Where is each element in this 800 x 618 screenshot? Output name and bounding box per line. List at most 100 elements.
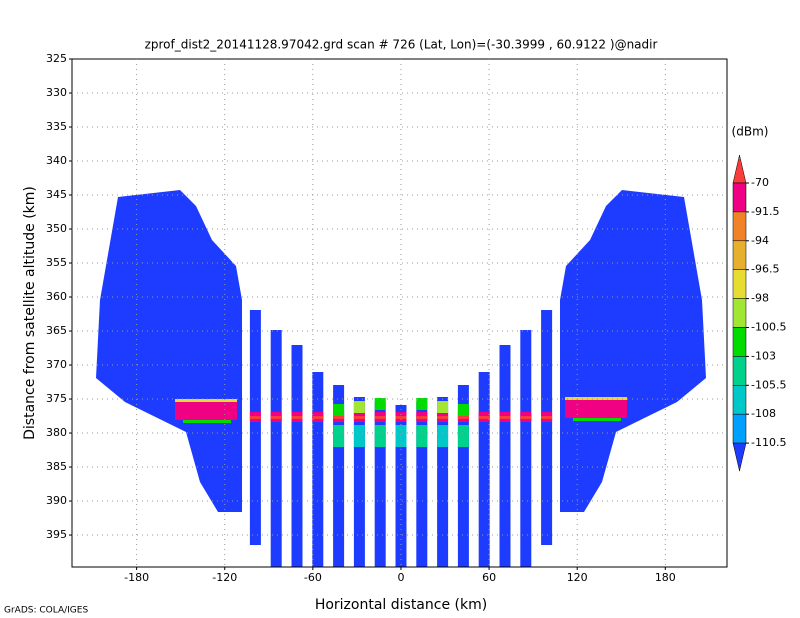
field-band [175,399,237,402]
x-tick-label: 180 [655,571,676,584]
field-patch [353,425,365,447]
colorbar-label: -103 [751,349,776,362]
y-tick-label: 355 [46,256,67,269]
y-tick-label: 395 [46,528,67,541]
field-band [312,416,324,419]
colorbar-label: -100.5 [751,321,786,334]
y-tick-label: 360 [46,290,67,303]
field-band [565,400,627,418]
field-band [573,418,621,421]
field-patch [457,425,469,447]
field-band [416,416,428,419]
y-tick-label: 385 [46,460,67,473]
field-column [520,330,532,567]
x-tick-label: 0 [397,571,404,584]
field-band [499,416,511,419]
field-patch [395,425,407,447]
y-tick-label: 345 [46,188,67,201]
y-tick-label: 340 [46,154,67,167]
field-band [175,402,237,420]
colorbar-label: -110.5 [751,436,786,449]
field-patch [437,425,449,447]
field-band [270,416,282,419]
field-patch [333,404,345,416]
colorbar-label: -96.5 [751,263,779,276]
field-patch [437,401,449,413]
field-column [499,345,511,567]
field-column [437,397,449,567]
colorbar-segment [732,385,747,415]
y-axis-label: Distance from satellite altitude (km) [22,186,38,440]
field-patch [333,425,345,447]
colorbar-segment [732,182,747,213]
colorbar-label: -91.5 [751,205,779,218]
plot-frame [71,58,728,568]
field-band [374,416,386,419]
field-band [541,416,553,419]
chart-title: zprof_dist2_20141128.97042.grd scan # 72… [145,38,658,52]
field-band [333,416,345,419]
y-tick-label: 330 [46,86,67,99]
y-tick-label: 370 [46,358,67,371]
field-patch [416,425,428,447]
y-tick-label: 390 [46,494,67,507]
field-patch [374,425,386,447]
field-band [457,416,469,419]
field-band [183,420,231,423]
colorbar-label: -94 [751,234,769,247]
field-patch [374,398,386,410]
colorbar-segment [732,211,747,242]
field-band [249,416,261,419]
colorbar-label: -108 [751,407,776,420]
field-patch [416,398,428,410]
field-band [353,416,365,419]
field-column [333,385,345,567]
field-column [312,372,324,567]
field-band [520,416,532,419]
colorbar-label: -98 [751,292,769,305]
y-tick-label: 365 [46,324,67,337]
x-tick-label: 120 [567,571,588,584]
field-column [395,405,407,567]
field-column [541,310,553,545]
y-tick-label: 325 [46,52,67,65]
colorbar-segment [732,298,747,328]
field-column [353,397,365,567]
field-band [437,416,449,419]
field-column [478,372,490,567]
x-axis-label: Horizontal distance (km) [315,597,487,613]
footer: GrADS: COLA/IGES [4,606,88,616]
y-tick-label: 350 [46,222,67,235]
field-column [249,310,261,545]
y-tick-label: 380 [46,426,67,439]
field-band [565,397,627,400]
x-tick-label: -180 [124,571,149,584]
field [96,190,706,567]
colorbar-segment [732,442,747,472]
field-patch [457,404,469,416]
colorbar-label: -105.5 [751,378,786,391]
field-band [395,416,407,419]
field-column [416,402,428,567]
x-tick-label: 60 [482,571,496,584]
x-tick-label: -60 [304,571,322,584]
x-tick-label: -120 [212,571,237,584]
field-patch [353,401,365,413]
left-wing [96,190,242,512]
colorbar-segment [732,240,747,270]
colorbar-segment [732,327,747,357]
y-tick-label: 335 [46,120,67,133]
y-tick-label: 375 [46,392,67,405]
colorbar-segment [732,269,747,299]
right-wing [560,190,706,512]
field-column [270,330,282,567]
colorbar-label: -70 [751,176,769,189]
field-column [374,402,386,567]
field-column [457,385,469,567]
field-band [291,416,303,419]
colorbar-segment [732,356,747,386]
colorbar-title: (dBm) [732,125,769,139]
field-column [291,345,303,567]
field-band [478,416,490,419]
